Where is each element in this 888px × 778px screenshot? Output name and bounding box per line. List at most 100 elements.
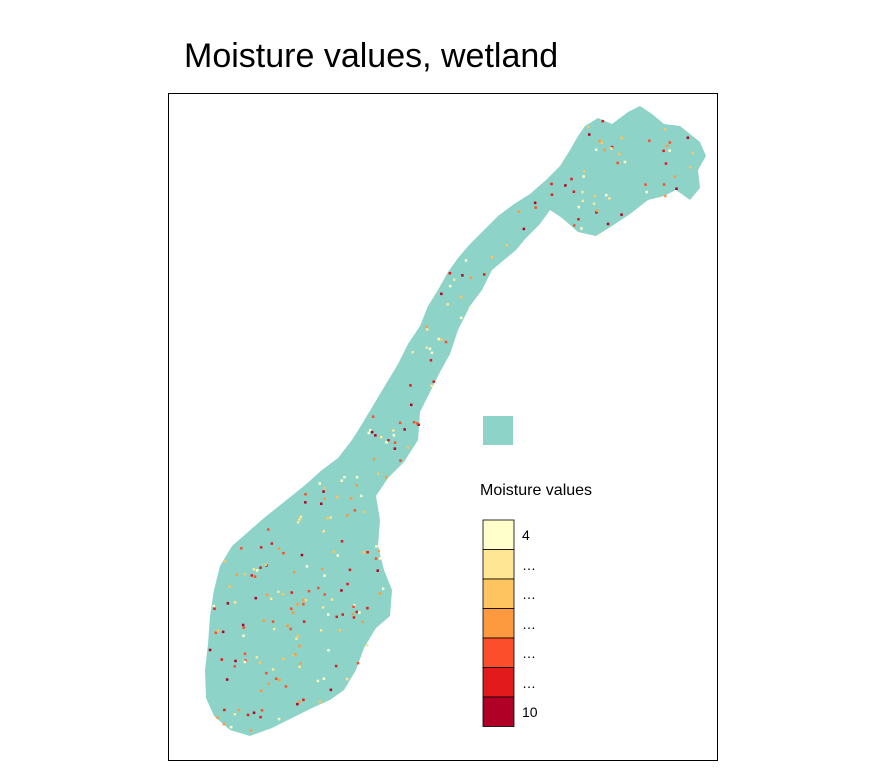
observation-point xyxy=(432,380,435,383)
observation-point xyxy=(318,700,322,703)
observation-point xyxy=(359,494,363,498)
observation-point xyxy=(366,551,369,554)
observation-point xyxy=(336,554,339,557)
observation-point xyxy=(581,199,585,203)
observation-point xyxy=(668,141,672,144)
observation-point xyxy=(577,205,580,209)
observation-point xyxy=(222,722,226,726)
observation-point xyxy=(302,698,305,702)
observation-point xyxy=(259,546,263,549)
observation-point xyxy=(378,557,382,560)
observation-point xyxy=(294,653,297,656)
observation-point xyxy=(269,597,273,601)
observation-point xyxy=(255,569,259,572)
observation-point xyxy=(363,510,366,514)
observation-point xyxy=(594,148,598,151)
observation-point xyxy=(277,547,281,550)
observation-point xyxy=(228,585,231,588)
observation-point xyxy=(425,325,428,328)
observation-point xyxy=(299,515,303,518)
legend-swatch xyxy=(482,549,515,580)
observation-point xyxy=(253,575,257,578)
legend-swatch xyxy=(482,578,515,609)
legend-swatch xyxy=(482,696,515,727)
observation-point xyxy=(448,284,452,288)
observation-point xyxy=(392,429,395,432)
observation-point xyxy=(221,630,225,634)
observation-point xyxy=(298,518,301,521)
observation-point xyxy=(332,550,336,553)
observation-point xyxy=(595,209,599,213)
observation-point xyxy=(296,603,299,606)
observation-point xyxy=(665,144,669,148)
observation-point xyxy=(352,605,355,608)
observation-point xyxy=(216,716,219,719)
observation-point xyxy=(351,612,354,616)
observation-point xyxy=(300,553,304,557)
observation-point xyxy=(298,644,301,648)
observation-point xyxy=(323,593,326,596)
observation-point xyxy=(644,183,647,186)
observation-point xyxy=(223,559,227,563)
observation-point xyxy=(216,629,220,632)
observation-point xyxy=(278,678,281,682)
observation-point xyxy=(606,222,610,226)
observation-point xyxy=(271,668,275,671)
observation-point xyxy=(352,616,356,619)
observation-point xyxy=(323,486,326,490)
observation-point xyxy=(570,177,573,181)
observation-point xyxy=(292,653,296,657)
observation-point xyxy=(459,295,463,299)
observation-point xyxy=(673,175,677,178)
observation-point xyxy=(240,547,243,550)
observation-point xyxy=(302,602,305,606)
observation-point xyxy=(592,202,596,205)
observation-point xyxy=(464,259,468,262)
observation-point xyxy=(398,421,402,425)
land-legend-swatch xyxy=(483,416,513,445)
observation-point xyxy=(330,598,334,601)
observation-point xyxy=(242,626,245,629)
observation-point xyxy=(212,604,216,608)
observation-point xyxy=(361,620,364,624)
observation-point xyxy=(378,592,381,595)
observation-point xyxy=(444,340,448,344)
observation-point xyxy=(348,568,352,572)
observation-point xyxy=(334,664,338,668)
observation-point xyxy=(430,384,433,388)
observation-point xyxy=(305,565,309,568)
observation-point xyxy=(259,715,262,719)
observation-point xyxy=(229,725,233,729)
observation-point xyxy=(349,497,353,500)
observation-point xyxy=(264,563,268,566)
observation-point xyxy=(302,620,306,623)
observation-point xyxy=(213,607,216,610)
observation-point xyxy=(440,338,443,341)
observation-point xyxy=(322,530,325,533)
observation-point xyxy=(329,516,332,519)
observation-point xyxy=(254,596,257,600)
observation-point xyxy=(321,606,325,609)
observation-point xyxy=(274,677,278,680)
observation-point xyxy=(469,276,473,279)
observation-point xyxy=(668,149,671,152)
observation-point xyxy=(517,210,521,213)
observation-point xyxy=(252,711,256,714)
observation-point xyxy=(399,459,402,462)
observation-point xyxy=(233,713,237,716)
observation-point xyxy=(286,624,289,627)
observation-point xyxy=(588,133,591,136)
observation-point xyxy=(448,272,452,275)
observation-point xyxy=(226,602,230,605)
observation-point xyxy=(377,472,380,475)
observation-point xyxy=(662,183,666,186)
observation-point xyxy=(320,567,324,571)
observation-point xyxy=(323,574,326,577)
observation-point xyxy=(620,136,623,140)
observation-point xyxy=(320,502,323,505)
observation-point xyxy=(583,169,586,173)
observation-point xyxy=(387,439,390,442)
observation-point xyxy=(581,190,584,194)
